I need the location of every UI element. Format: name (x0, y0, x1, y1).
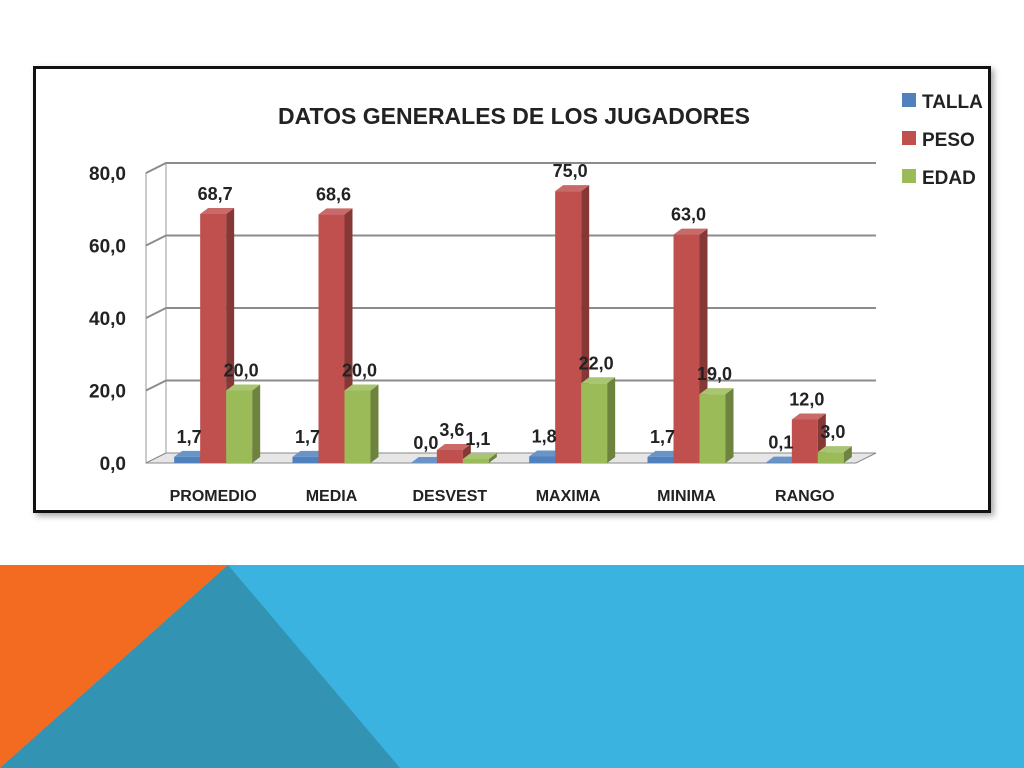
bar-top (436, 443, 471, 450)
gridline (145, 234, 876, 247)
legend-label: EDAD (922, 168, 976, 189)
y-axis-ticks: 0,0 20,0 40,0 60,0 80,0 (89, 164, 126, 475)
data-label: 1,7 (177, 427, 202, 447)
gridline (145, 162, 876, 174)
bar-top (292, 450, 327, 457)
bar-side (488, 453, 497, 463)
data-label: 75,0 (553, 161, 588, 181)
bar-front (436, 449, 463, 463)
bar-top (581, 377, 616, 384)
chart-frame: 0,0 20,0 40,0 60,0 80,0 1,7 68,7 20,0 1,7 68,6 20… (33, 66, 991, 513)
data-labels: 1,7 68,7 20,0 1,7 68,6 20,0 0,03,6 1,1 1,8 75,0 22… (177, 161, 846, 453)
x-tick-label: PROMEDIO (170, 488, 257, 505)
bar-front (699, 394, 726, 463)
bar-side (607, 377, 616, 463)
data-label: 1,7 (295, 427, 320, 447)
bar-top (226, 384, 261, 391)
bar-side (843, 446, 852, 463)
data-label: 68,7 (198, 184, 233, 204)
x-axis-ticks: PROMEDIO MEDIA DESVEST MAXIMA MINIMA RANGO (170, 488, 835, 505)
bar-front (673, 234, 700, 463)
bar-top (200, 207, 235, 214)
bar-front (292, 456, 319, 463)
bar-top (462, 453, 497, 460)
bar-front (791, 419, 818, 463)
legend-label: TALLA (922, 92, 983, 113)
bar-side (370, 384, 379, 463)
gridlines (145, 162, 876, 392)
bar-side (725, 388, 734, 463)
y-tick-label: 60,0 (89, 237, 126, 258)
bar-front (318, 214, 345, 463)
data-label: 68,6 (316, 184, 351, 204)
bar-front (555, 191, 582, 463)
bar-peso (436, 443, 471, 463)
gridline (145, 379, 876, 392)
x-tick-label: MINIMA (657, 488, 716, 505)
bar-top (344, 384, 379, 391)
bar-edad (817, 446, 852, 463)
slide-accent-orange (0, 565, 228, 768)
legend-label: PESO (922, 130, 975, 151)
legend-swatch (902, 169, 916, 183)
data-label: 63,0 (671, 205, 706, 225)
bar-top (410, 457, 445, 463)
data-label: 3,0 (820, 422, 845, 442)
bar-front (174, 456, 201, 463)
data-label: 19,0 (697, 364, 732, 384)
data-label: 20,0 (342, 361, 377, 381)
data-label: 1,7 (650, 427, 675, 447)
slide-accent-teal (0, 565, 400, 768)
bar-side (252, 384, 261, 463)
bar-top (791, 413, 826, 420)
bar-edad (226, 384, 261, 463)
bar-top (673, 228, 708, 235)
bar-front (581, 383, 608, 463)
bar-front (817, 452, 844, 463)
bar-top (765, 456, 800, 463)
bar-top (174, 450, 209, 457)
x-tick-label: RANGO (775, 488, 835, 505)
data-label: 22,0 (579, 353, 614, 373)
bar-front (462, 459, 489, 463)
bar-edad (581, 377, 616, 463)
data-label: 20,0 (224, 361, 259, 381)
x-tick-label: MEDIA (306, 488, 358, 505)
data-label: 0,1 (768, 433, 793, 453)
y-tick-label: 0,0 (100, 454, 126, 475)
bar-talla (410, 457, 445, 463)
gridline (145, 307, 876, 319)
bar-front (226, 390, 253, 463)
data-label: 1,8 (532, 426, 557, 446)
legend-swatch (902, 131, 916, 145)
bar-edad (462, 453, 497, 463)
bar-front (200, 213, 227, 463)
bar-edad (344, 384, 379, 463)
data-label: 12,0 (789, 390, 824, 410)
legend: TALLA PESO EDAD (902, 92, 983, 189)
data-label: 0,0 (413, 433, 438, 453)
bar-front (647, 456, 674, 463)
x-tick-label: MAXIMA (536, 488, 601, 505)
bar-top (817, 446, 852, 453)
x-tick-label: DESVEST (412, 488, 487, 505)
bar-chart: 0,0 20,0 40,0 60,0 80,0 1,7 68,7 20,0 1,7 68,6 20… (89, 92, 983, 505)
y-tick-label: 80,0 (89, 164, 126, 185)
bar-top (318, 208, 353, 215)
bar-top (555, 185, 590, 192)
data-label: 3,6 (439, 420, 464, 440)
legend-swatch (902, 93, 916, 107)
bar-top (529, 450, 564, 457)
chart-title: DATOS GENERALES DE LOS JUGADORES (278, 103, 750, 129)
bar-top (699, 388, 734, 395)
bars (174, 185, 852, 463)
bar-front (344, 390, 371, 463)
y-tick-label: 20,0 (89, 382, 126, 403)
y-tick-label: 40,0 (89, 309, 126, 330)
data-label: 1,1 (465, 429, 490, 449)
bar-top (647, 450, 682, 457)
bar-edad (699, 388, 734, 463)
bar-front (529, 456, 556, 463)
